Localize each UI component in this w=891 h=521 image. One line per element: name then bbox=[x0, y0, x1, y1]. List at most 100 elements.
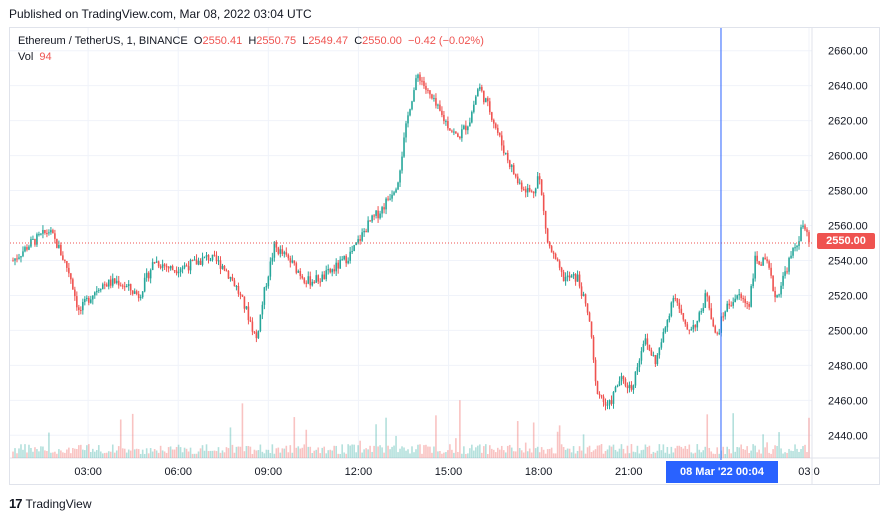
y-tick-label: 2580.00 bbox=[828, 186, 868, 198]
volume-bar bbox=[429, 446, 431, 458]
candle-body bbox=[628, 384, 631, 389]
published-caption: Published on TradingView.com, Mar 08, 20… bbox=[9, 7, 312, 21]
volume-bar bbox=[650, 453, 653, 458]
volume-bar bbox=[125, 452, 128, 458]
volume-bar bbox=[435, 415, 437, 458]
candle-body bbox=[177, 271, 180, 274]
candle-body bbox=[620, 376, 623, 382]
candle-body bbox=[363, 230, 365, 233]
footer-brand[interactable]: TradingView bbox=[25, 496, 92, 511]
candle-body bbox=[574, 274, 577, 282]
volume-bar bbox=[742, 449, 744, 458]
candle-body bbox=[355, 242, 357, 246]
volume-bar bbox=[221, 450, 224, 458]
volume-bar bbox=[510, 447, 513, 458]
volume-bar bbox=[219, 452, 222, 458]
volume-bar bbox=[393, 445, 395, 458]
candle-body bbox=[403, 137, 405, 157]
candle-body bbox=[598, 393, 601, 395]
candle-body bbox=[323, 274, 326, 280]
candle-body bbox=[433, 98, 435, 100]
volume-bar bbox=[58, 449, 60, 458]
candle-body bbox=[233, 280, 236, 287]
volume-bar bbox=[333, 445, 335, 458]
volume-bar bbox=[682, 448, 685, 458]
volume-bar bbox=[481, 452, 483, 458]
volume-bar bbox=[211, 450, 214, 458]
volume-bar bbox=[514, 451, 517, 458]
candle-body bbox=[303, 278, 306, 283]
volume-bar bbox=[624, 453, 627, 458]
candle-body bbox=[435, 98, 437, 106]
candle-body bbox=[379, 213, 381, 219]
volume-bar bbox=[173, 449, 176, 458]
candle-body bbox=[72, 279, 74, 290]
volume-bar bbox=[351, 444, 353, 458]
candle-body bbox=[411, 101, 413, 110]
candle-body bbox=[175, 270, 178, 274]
y-tick-label: 2500.00 bbox=[828, 325, 868, 337]
volume-bar bbox=[92, 448, 94, 458]
volume-bar bbox=[598, 445, 601, 458]
candle-body bbox=[498, 132, 501, 136]
candle-body bbox=[169, 266, 172, 269]
candle-body bbox=[604, 402, 607, 406]
volume-bar bbox=[752, 444, 754, 458]
candle-body bbox=[686, 324, 689, 330]
volume-bar bbox=[207, 451, 210, 458]
symbol-label[interactable]: Ethereum / TetherUS, 1, BINANCE bbox=[18, 35, 188, 47]
volume-bar bbox=[556, 431, 559, 458]
candle-body bbox=[115, 280, 118, 284]
candle-body bbox=[796, 245, 798, 248]
candle-body bbox=[652, 355, 655, 357]
volume-bar bbox=[692, 453, 695, 458]
candle-body bbox=[90, 299, 92, 303]
candle-body bbox=[101, 284, 104, 290]
candle-body bbox=[335, 262, 337, 272]
volume-bar bbox=[427, 446, 429, 458]
candle-body bbox=[536, 176, 539, 189]
volume-bar bbox=[259, 444, 262, 458]
candle-body bbox=[441, 110, 443, 115]
volume-bar bbox=[540, 447, 543, 458]
volume-bar bbox=[738, 447, 740, 458]
volume-bar bbox=[201, 445, 204, 458]
candle-body bbox=[522, 189, 525, 191]
candle-body bbox=[570, 275, 573, 278]
volume-bar bbox=[778, 432, 780, 458]
candle-body bbox=[744, 298, 746, 303]
volume-bar bbox=[718, 453, 721, 458]
volume-bar bbox=[788, 448, 790, 458]
candle-body bbox=[756, 255, 758, 262]
volume-bar bbox=[153, 449, 156, 458]
candle-body bbox=[758, 261, 760, 265]
volume-bar bbox=[335, 445, 337, 458]
last-price-badge: 2550.00 bbox=[817, 233, 875, 249]
volume-bar bbox=[588, 445, 591, 458]
candle-body bbox=[209, 259, 212, 261]
volume-bar bbox=[808, 417, 810, 458]
candle-body bbox=[145, 272, 148, 278]
volume-bar bbox=[463, 446, 465, 458]
candle-body bbox=[239, 293, 242, 295]
candle-body bbox=[530, 191, 533, 193]
volume-bar bbox=[225, 447, 228, 458]
tradingview-logo-icon[interactable]: 17 bbox=[9, 496, 23, 511]
candle-body bbox=[149, 270, 152, 279]
candle-body bbox=[654, 355, 657, 365]
volume-bar bbox=[175, 446, 178, 458]
candle-body bbox=[459, 136, 461, 139]
candle-body bbox=[267, 276, 270, 287]
volume-bar bbox=[524, 442, 527, 458]
volume-bar bbox=[86, 445, 88, 458]
volume-bar bbox=[137, 449, 140, 458]
candle-body bbox=[754, 255, 756, 279]
candle-body bbox=[560, 267, 563, 273]
volume-bar bbox=[584, 453, 587, 458]
candle-body bbox=[179, 269, 182, 272]
volume-bar bbox=[293, 417, 296, 458]
candle-body bbox=[407, 115, 409, 124]
chart-frame[interactable] bbox=[9, 27, 880, 485]
volume-bar bbox=[397, 452, 399, 458]
